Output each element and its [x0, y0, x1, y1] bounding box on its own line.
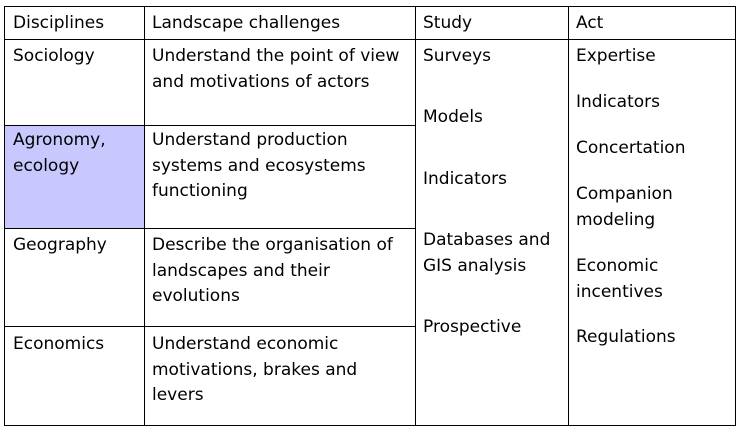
col-divider-3 — [568, 7, 569, 425]
highlight-cell-agronomy — [5, 125, 144, 228]
col-divider-2 — [415, 7, 416, 425]
study-item: Databases and GIS analysis — [423, 230, 551, 276]
challenge-economics: Understand economic motivations, brakes … — [152, 334, 358, 405]
disciplines-table: Disciplines Landscape challenges Study A… — [4, 6, 736, 426]
study-item: Prospective — [423, 317, 522, 337]
study-item: Indicators — [423, 169, 507, 189]
header-challenges: Landscape challenges — [152, 13, 341, 33]
act-list: Expertise Indicators Concertation Compan… — [568, 7, 735, 425]
row-divider-3 — [5, 326, 415, 327]
study-item: Models — [423, 107, 483, 127]
header-study: Study — [423, 13, 473, 33]
act-item: Companion modeling — [576, 184, 673, 230]
row-divider-header — [5, 39, 735, 40]
header-disciplines: Disciplines — [13, 13, 105, 33]
discipline-sociology: Sociology — [13, 46, 95, 66]
act-item: Economic incentives — [576, 256, 663, 302]
act-item: Regulations — [576, 327, 676, 347]
act-item: Expertise — [576, 46, 656, 66]
discipline-economics: Economics — [13, 334, 105, 354]
col-divider-1 — [144, 7, 145, 425]
row-divider-2 — [5, 228, 415, 229]
study-list: Surveys Models Indicators Databases and … — [415, 7, 568, 425]
challenge-agronomy: Understand production systems and ecosys… — [152, 130, 366, 201]
challenge-geography: Describe the organisation of landscapes … — [152, 235, 393, 306]
challenge-sociology: Understand the point of view and motivat… — [152, 46, 400, 92]
study-item: Surveys — [423, 46, 491, 66]
act-item: Concertation — [576, 138, 686, 158]
discipline-agronomy: Agronomy, ecology — [13, 130, 106, 176]
row-divider-1 — [5, 125, 415, 126]
header-act: Act — [576, 13, 604, 33]
act-item: Indicators — [576, 92, 660, 112]
discipline-geography: Geography — [13, 235, 107, 255]
